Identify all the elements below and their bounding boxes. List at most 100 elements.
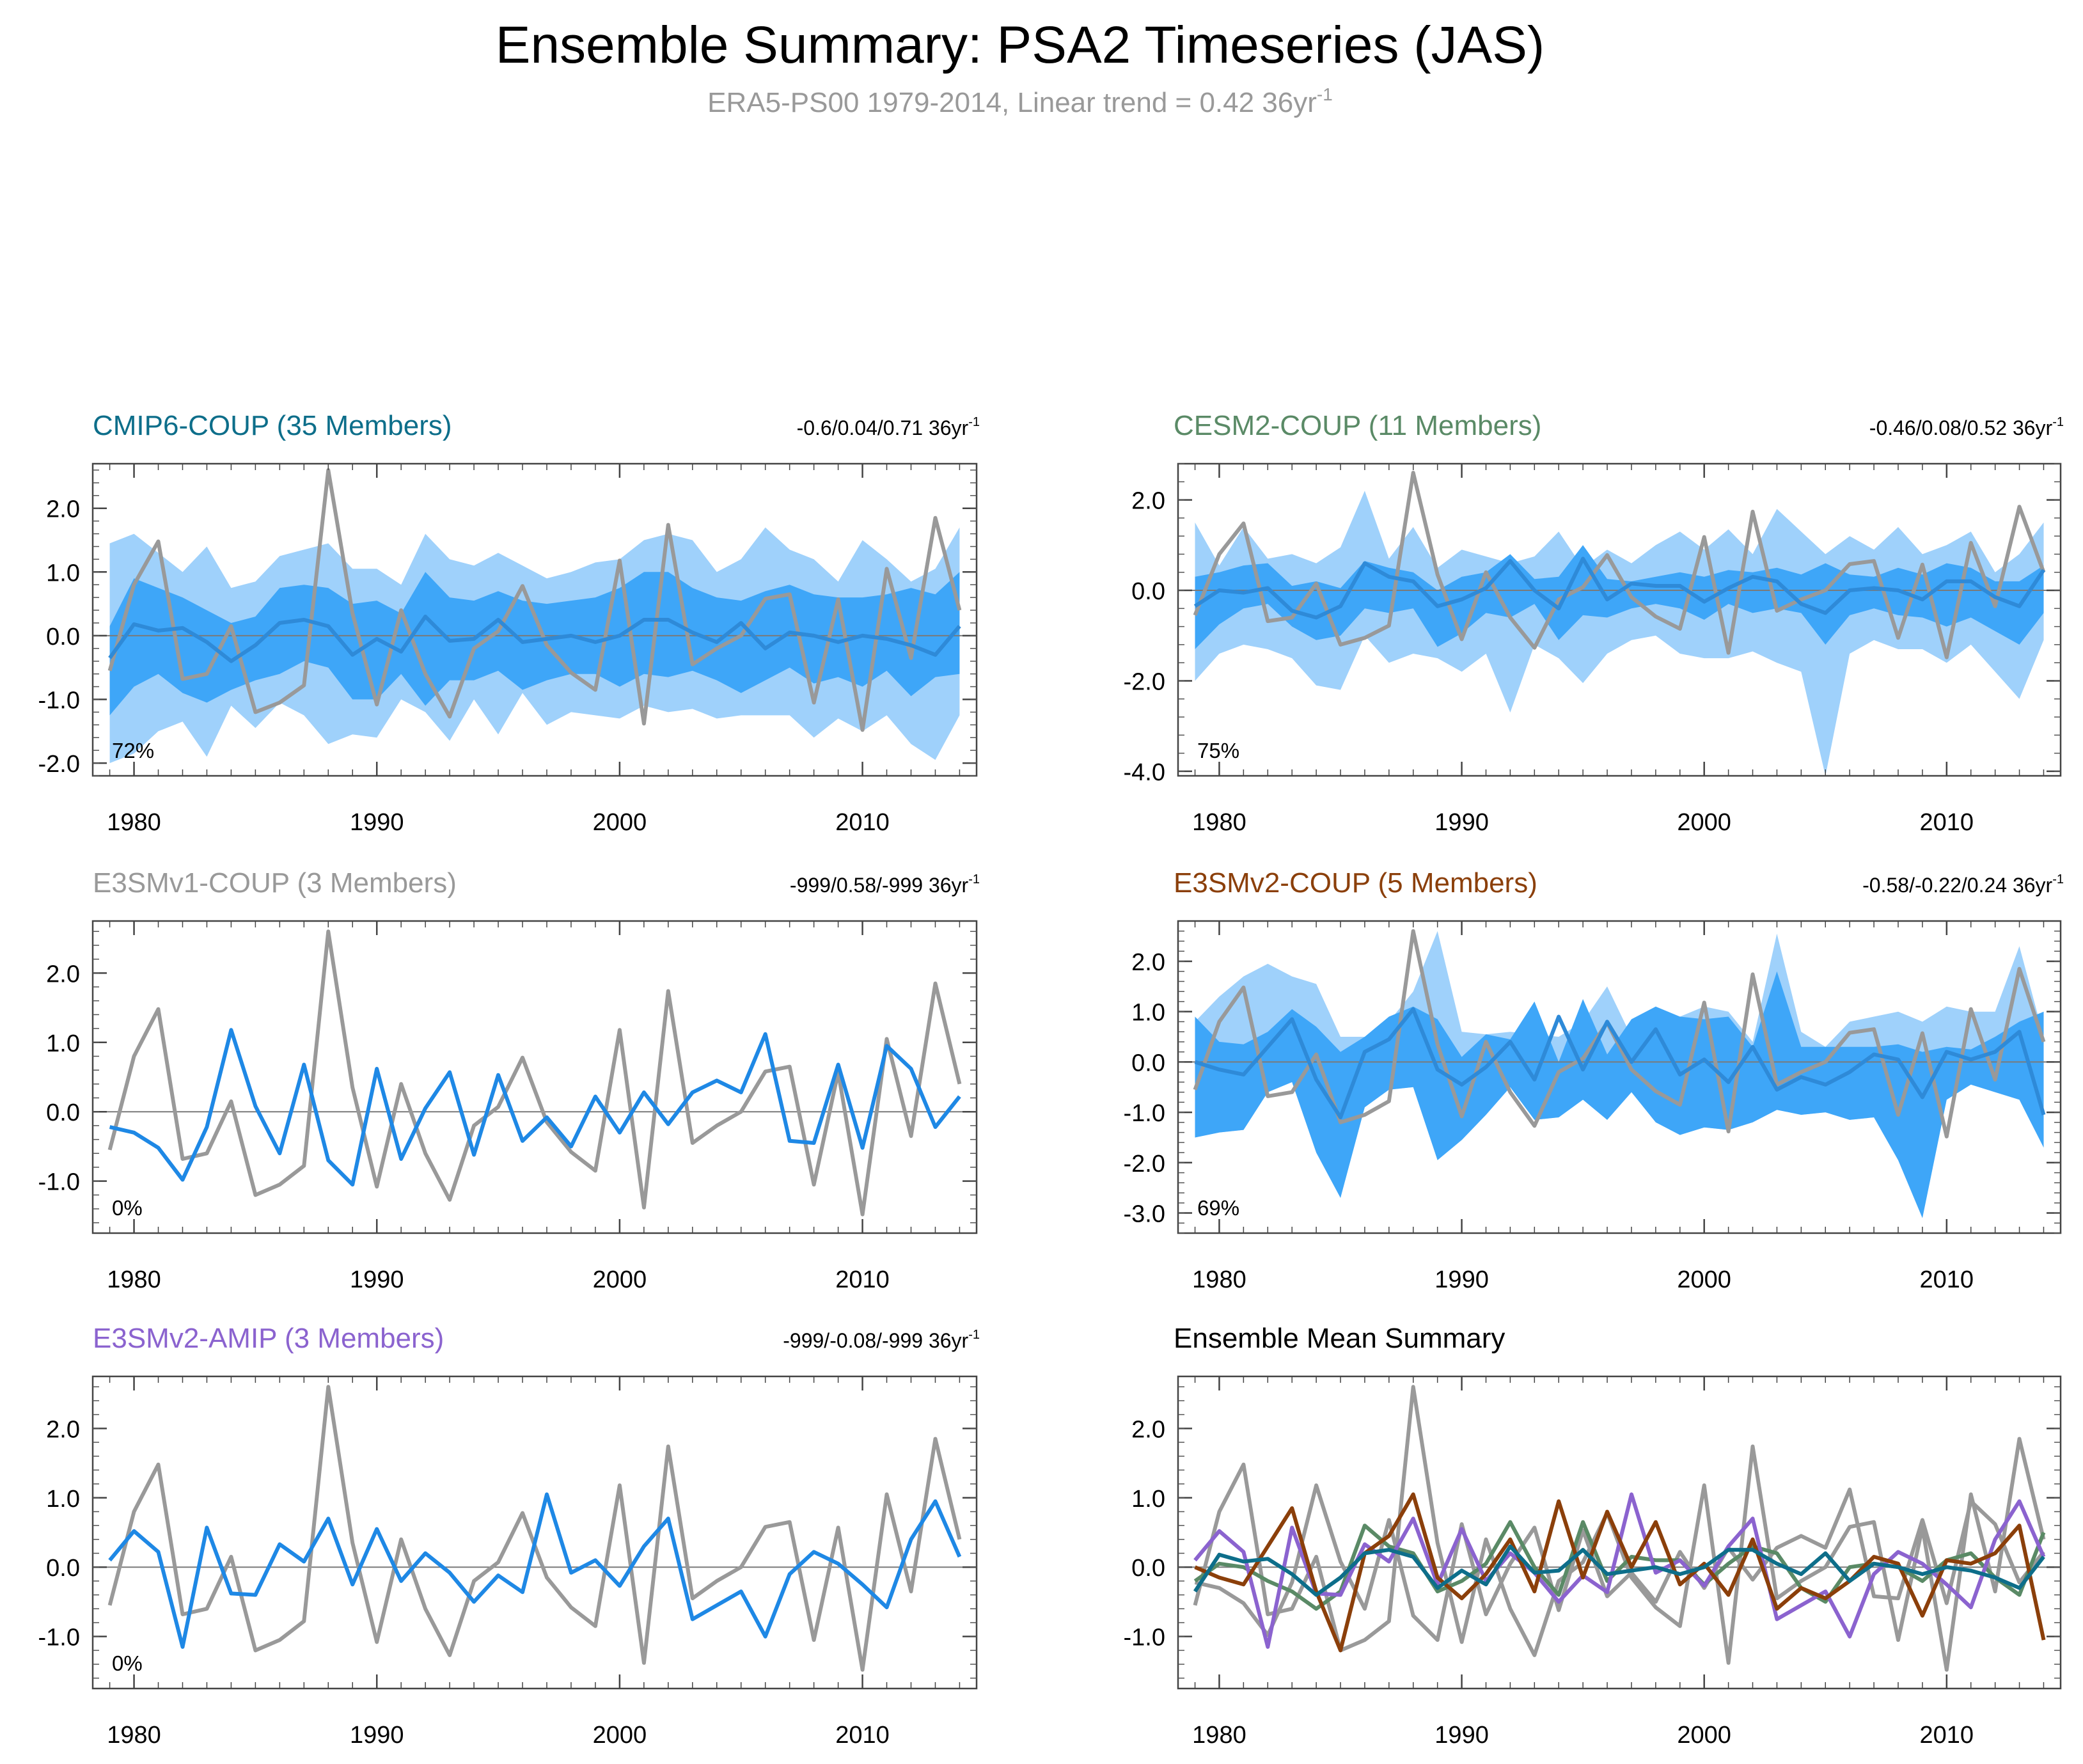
xtick-label-cesm2: 1980 <box>1192 809 1246 836</box>
band-inner-cesm2 <box>1195 545 2044 649</box>
obs-line-cesm2 <box>1193 471 2046 659</box>
panel-summary: 2.0 1.0 0.0 -1.0 1980 1990 2000 2010 Ensemble Me… <box>1124 1323 2062 1749</box>
figure-subtitle-text: ERA5-PS00 1979-2014, Linear trend = 0.42… <box>707 87 1317 118</box>
panel-cesm2: 2.0 0.0 -2.0 -4.0 1980 1990 2000 2010 CESM2-COUP… <box>1124 410 2064 836</box>
series-line-cmip6-coup <box>1193 1544 2045 1597</box>
ytick-label-cmip6: -1.0 <box>38 687 80 714</box>
xtick-label-e3smv2c: 2010 <box>1920 1266 1974 1293</box>
ytick-label-e3smv2c: 1.0 <box>1131 1000 1165 1027</box>
panel-trend-value: -0.46/0.08/0.52 36yr <box>1869 416 2053 439</box>
xtick-label-summary: 2000 <box>1677 1722 1731 1749</box>
xtick-label-e3smv2a: 2000 <box>593 1722 647 1749</box>
ytick-label-cmip6: -2.0 <box>38 751 80 778</box>
xtick-label-e3smv2c: 2000 <box>1677 1266 1731 1293</box>
band-outer-cesm2 <box>1195 491 2044 776</box>
panel-title-summary: Ensemble Mean Summary <box>1174 1323 1505 1354</box>
ytick-label-e3smv1: 1.0 <box>46 1030 80 1057</box>
member-line-e3smv1 <box>109 1028 961 1187</box>
panel-percent-cesm2: 75% <box>1197 739 1239 762</box>
panel-trend-value: -0.6/0.04/0.71 36yr <box>797 416 969 439</box>
xtick-label-e3smv2c: 1990 <box>1435 1266 1489 1293</box>
ytick-label-cmip6: 1.0 <box>46 560 80 587</box>
panel-percent-e3smv2a: 0% <box>112 1651 143 1675</box>
mean-line-cmip6 <box>108 615 961 663</box>
panel-title-e3smv2a: E3SMv2-AMIP (3 Members) <box>93 1323 444 1354</box>
panel-title-cmip6: CMIP6-COUP (35 Members) <box>93 410 452 441</box>
xtick-label-e3smv2a: 1980 <box>107 1722 161 1749</box>
ytick-label-e3smv2c: 0.0 <box>1131 1050 1165 1076</box>
frame-summary <box>1177 1375 2062 1690</box>
xtick-label-summary: 2010 <box>1920 1722 1974 1749</box>
xtick-label-e3smv1: 2000 <box>593 1266 647 1293</box>
xtick-label-cesm2: 1990 <box>1435 809 1489 836</box>
panel-e3smv1: 2.0 1.0 0.0 -1.0 1980 1990 2000 2010 E3SMv1-COUP… <box>38 867 980 1293</box>
panel-trend-value: -0.58/-0.22/0.24 36yr <box>1862 874 2052 897</box>
member-line-e3smv2a <box>108 1492 962 1649</box>
band-inner-e3smv2c <box>1195 971 2044 1218</box>
xtick-label-summary: 1990 <box>1435 1722 1489 1749</box>
ytick-label-e3smv2a: -1.0 <box>38 1625 80 1651</box>
frame-e3smv1 <box>91 920 978 1234</box>
panel-percent-e3smv2c: 69% <box>1197 1196 1239 1220</box>
figure-title: Ensemble Summary: PSA2 Timeseries (JAS) <box>496 16 1545 74</box>
mean-line-cesm2 <box>1193 556 2045 620</box>
ytick-label-summary: 1.0 <box>1131 1486 1165 1513</box>
series-line-e3smv1-coup <box>1194 1483 2045 1642</box>
panel-trend-e3smv2a: -999/-0.08/-999 36yr-1 <box>783 1328 980 1352</box>
plot-area-summary <box>1178 1376 2061 1689</box>
panel-trend-e3smv1: -999/0.58/-999 36yr-1 <box>790 872 980 897</box>
ytick-label-summary: 2.0 <box>1131 1416 1165 1443</box>
frame-e3smv2a <box>91 1375 978 1690</box>
panel-trend-cmip6: -0.6/0.04/0.71 36yr-1 <box>797 415 980 439</box>
panel-e3smv2c: 2.0 1.0 0.0 -1.0 -2.0 -3.0 1980 1990 2000 2010 E3S… <box>1124 867 2064 1293</box>
panel-trend-e3smv2c: -0.58/-0.22/0.24 36yr-1 <box>1862 872 2064 897</box>
panel-trend-cesm2: -0.46/0.08/0.52 36yr-1 <box>1869 415 2064 439</box>
ytick-label-e3smv2c: -2.0 <box>1124 1151 1165 1177</box>
panel-trend-value: -999/0.58/-999 36yr <box>790 874 969 897</box>
xtick-label-cmip6: 1990 <box>350 809 404 836</box>
frame-e3smv2c <box>1177 920 2062 1234</box>
band-inner-cmip6 <box>109 572 960 716</box>
panel-cmip6: 2.0 1.0 0.0 -1.0 -2.0 1980 1990 2000 2010 CMIP6-C… <box>38 410 980 836</box>
panels: 2.0 1.0 0.0 -1.0 -2.0 1980 1990 2000 2010 CMIP6-C… <box>38 410 2064 1749</box>
xtick-label-summary: 1980 <box>1192 1722 1246 1749</box>
ytick-label-e3smv2c: -1.0 <box>1124 1100 1165 1127</box>
ytick-label-cesm2: -4.0 <box>1124 759 1165 786</box>
panel-trend-sup: -1 <box>968 872 980 886</box>
panel-title-e3smv2c: E3SMv2-COUP (5 Members) <box>1174 867 1537 899</box>
figure-subtitle: ERA5-PS00 1979-2014, Linear trend = 0.42… <box>707 84 1333 118</box>
xtick-label-cmip6: 1980 <box>107 809 161 836</box>
panel-trend-sup: -1 <box>2052 415 2064 429</box>
ytick-label-e3smv2a: 0.0 <box>46 1555 80 1582</box>
ytick-label-e3smv1: 0.0 <box>46 1099 80 1126</box>
xtick-label-cesm2: 2010 <box>1920 809 1974 836</box>
series-line-e3smv2-coup <box>1194 1492 2046 1653</box>
ytick-label-cesm2: -2.0 <box>1124 668 1165 695</box>
xtick-label-cesm2: 2000 <box>1677 809 1731 836</box>
xtick-label-e3smv1: 1980 <box>107 1266 161 1293</box>
ytick-label-cmip6: 0.0 <box>46 624 80 650</box>
frame-cesm2 <box>1177 462 2062 777</box>
xtick-label-e3smv2a: 2010 <box>835 1722 890 1749</box>
ytick-label-summary: -1.0 <box>1124 1625 1165 1651</box>
obs-line-cmip6 <box>107 468 962 732</box>
ytick-label-e3smv2c: -3.0 <box>1124 1201 1165 1228</box>
xtick-label-cmip6: 2010 <box>835 809 890 836</box>
ytick-label-cmip6: 2.0 <box>46 496 80 523</box>
ytick-label-e3smv1: -1.0 <box>38 1169 80 1196</box>
ytick-label-cesm2: 0.0 <box>1131 578 1165 605</box>
ytick-label-e3smv2c: 2.0 <box>1131 949 1165 976</box>
obs-line-e3smv1 <box>107 929 962 1217</box>
panel-trend-sup: -1 <box>2052 872 2064 886</box>
panel-trend-sup: -1 <box>968 1328 980 1342</box>
xtick-label-e3smv2c: 1980 <box>1192 1266 1246 1293</box>
xtick-label-cmip6: 2000 <box>593 809 647 836</box>
ytick-label-cesm2: 2.0 <box>1131 488 1165 515</box>
xtick-label-e3smv2a: 1990 <box>350 1722 404 1749</box>
ytick-label-e3smv1: 2.0 <box>46 961 80 988</box>
frame-cmip6 <box>91 462 978 777</box>
panel-title-e3smv1: E3SMv1-COUP (3 Members) <box>93 867 457 899</box>
xtick-label-e3smv1: 2010 <box>835 1266 890 1293</box>
ytick-label-summary: 0.0 <box>1131 1555 1165 1582</box>
